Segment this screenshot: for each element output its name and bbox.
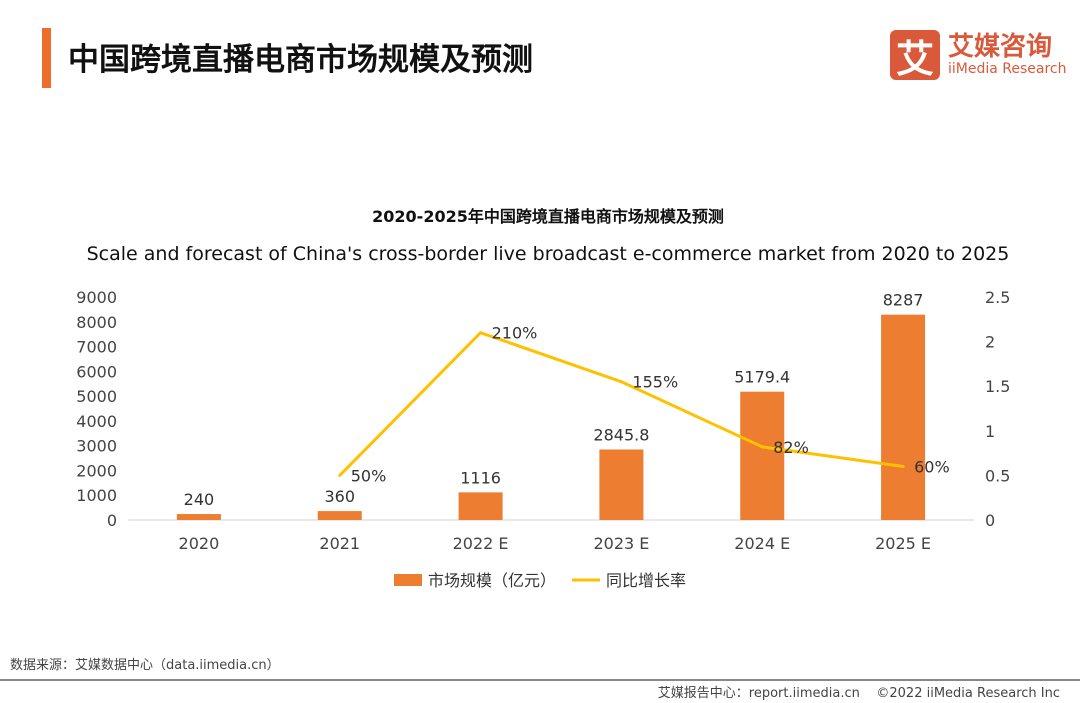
y-right-tick: 1 [985,422,995,441]
chart-subtitle: Scale and forecast of China's cross-bord… [87,243,1010,265]
line-label: 50% [351,466,387,485]
footer-divider [0,679,1080,681]
data-source: 数据来源：艾媒数据中心（data.iimedia.cn） [10,658,280,673]
legend-line-label: 同比增长率 [606,571,686,590]
report-link[interactable]: 艾媒报告中心：report.iimedia.cn [657,686,860,701]
bar-label: 8287 [883,291,924,310]
line-point [901,464,905,468]
bar-label: 360 [324,487,355,506]
legend-bar-swatch [394,574,422,586]
title-accent-bar [42,28,51,88]
x-tick: 2020 [179,534,220,553]
logo-cn: 艾媒咨询 [948,32,1053,62]
logo-en: iiMedia Research [948,61,1067,77]
y-left-tick: 8000 [76,313,117,332]
y-right-tick: 1.5 [985,377,1010,396]
line-point [338,473,342,477]
line-label: 60% [914,457,950,476]
bar [317,511,362,520]
bar [740,391,785,520]
y-left-tick: 6000 [76,362,117,381]
chart-title: 2020-2025年中国跨境直播电商市场规模及预测 [372,207,724,226]
x-tick: 2023 E [593,534,649,553]
y-left-tick: 1000 [76,486,117,505]
y-right-tick: 0 [985,511,995,530]
x-tick: 2021 [319,534,360,553]
bar-label: 2845.8 [593,425,649,444]
line-point [619,380,623,384]
y-right-tick: 2.5 [985,288,1010,307]
y-left-tick: 4000 [76,412,117,431]
y-right-tick: 0.5 [985,466,1010,485]
bar-label: 1116 [460,468,501,487]
y-left-tick: 2000 [76,461,117,480]
logo: 艾 艾媒咨询 iiMedia Research [890,30,1067,81]
y-left-tick: 5000 [76,387,117,406]
y-left-tick: 7000 [76,338,117,357]
line-point [760,445,764,449]
copyright: ©2022 iiMedia Research Inc [876,686,1060,701]
footer-text: 艾媒报告中心：report.iimedia.cn ©2022 iiMedia R… [658,682,1060,701]
x-tick: 2025 E [875,534,931,553]
bar [176,514,221,520]
logo-icon: 艾 [890,30,940,81]
legend-bar-label: 市场规模（亿元） [428,571,556,590]
y-right-tick: 2 [985,333,995,352]
x-tick: 2022 E [453,534,509,553]
line-label: 210% [492,324,538,343]
line-label: 155% [632,373,678,392]
bar-label: 240 [184,490,215,509]
page-title: 中国跨境直播电商市场规模及预测 [68,42,533,78]
bar-label: 5179.4 [734,368,790,387]
chart: 2020-2025年中国跨境直播电商市场规模及预测 Scale and fore… [76,207,1010,590]
line-point [479,331,483,335]
y-left-tick: 9000 [76,288,117,307]
bar [599,449,644,520]
y-left-tick: 0 [107,511,117,530]
bar [881,314,926,520]
line-label: 82% [773,438,809,457]
x-tick: 2024 E [734,534,790,553]
y-left-tick: 3000 [76,437,117,456]
bar [458,492,503,520]
